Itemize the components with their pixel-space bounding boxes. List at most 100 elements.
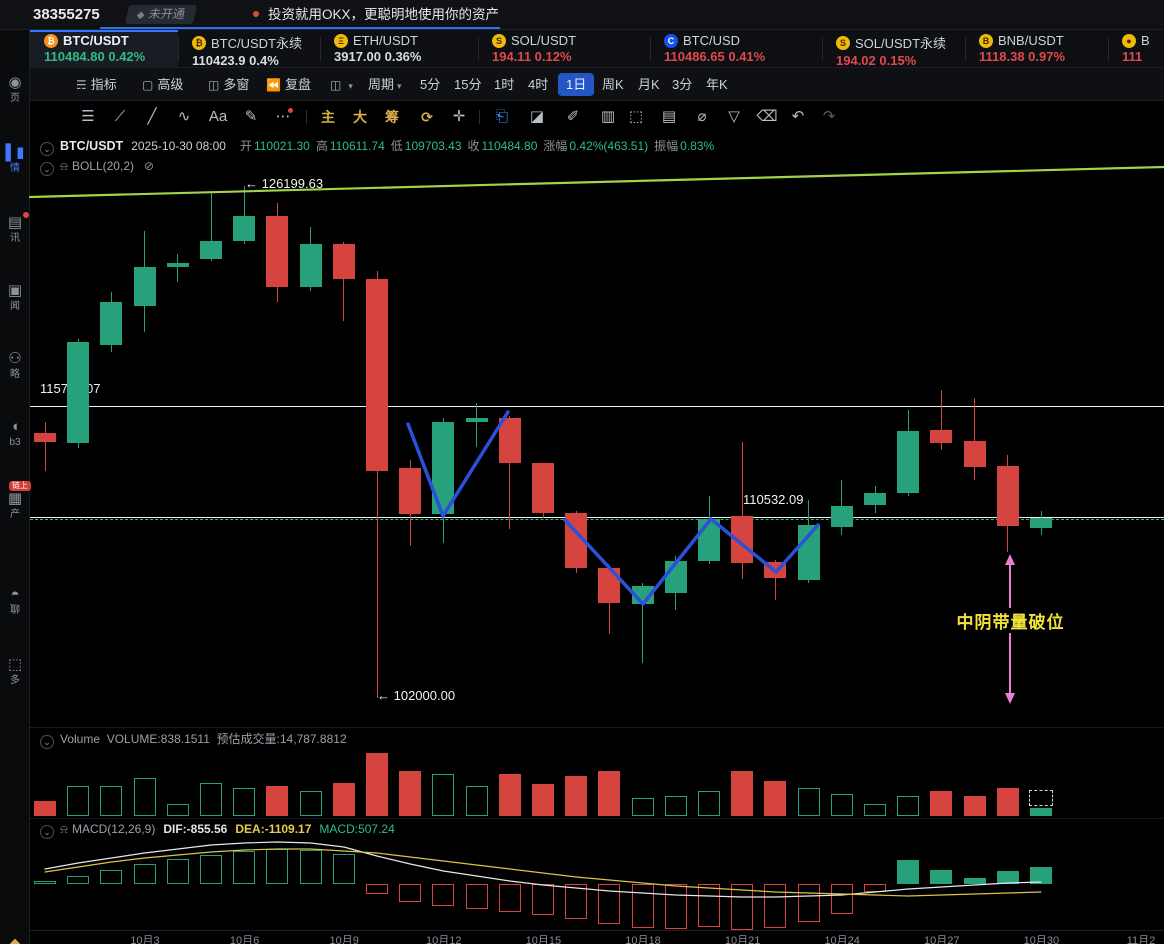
annotation-arrowhead-icon <box>1005 693 1015 704</box>
toolbar-月K[interactable]: 月K <box>638 68 660 101</box>
toolbar-1时[interactable]: 1时 <box>494 68 514 101</box>
dif-value: DIF:-855.56 <box>163 822 228 836</box>
toolbar-3分[interactable]: 3分 <box>672 68 692 101</box>
est-volume-value: 预估成交量:14,787.8812 <box>216 732 347 746</box>
sidebar-item-闻[interactable]: ▣ 闻 <box>0 282 30 313</box>
macd-histogram-bar <box>996 871 1019 884</box>
sidebar-item-多[interactable]: ⬚ 多 <box>0 656 30 687</box>
hide-eye-icon[interactable]: ⊘ <box>144 159 155 173</box>
macd-histogram-bar <box>864 884 886 892</box>
toolbar-candle-style-icon[interactable]: ◫ ▾ <box>330 68 353 101</box>
support-line[interactable] <box>30 517 1164 518</box>
sidebar-item-vip[interactable]: ◆ VIP <box>0 935 30 944</box>
sidebar-item-略[interactable]: ⚇ 略 <box>0 350 30 381</box>
candle-wick <box>376 270 378 698</box>
toolbar-周K[interactable]: 周K <box>602 68 624 101</box>
candle-body <box>598 568 621 604</box>
toolbar-4时[interactable]: 4时 <box>528 68 548 101</box>
collapse-chevron-icon[interactable]: ⌄ <box>40 142 54 156</box>
refresh-icon[interactable]: ⟳ <box>421 109 433 125</box>
toolbar-1日[interactable]: 1日 <box>558 73 595 96</box>
sidebar-item-label: b3 <box>9 437 21 448</box>
macd-histogram-bar <box>532 884 554 915</box>
note-icon[interactable]: ▤ <box>661 108 677 125</box>
macd-histogram-bar <box>133 864 156 884</box>
volume-bar <box>764 781 787 816</box>
toolbar-5分[interactable]: 5分 <box>420 68 440 101</box>
resistance-line[interactable] <box>30 406 1164 407</box>
volume-title: Volume <box>60 732 101 746</box>
pen-draw-icon[interactable]: ✐ <box>566 108 580 125</box>
sidebar-item-情[interactable]: ▌▮ 情 <box>0 144 30 175</box>
status-badge[interactable]: ◆ 未开通 <box>124 5 197 24</box>
pencil-icon[interactable]: ✎ <box>244 108 258 125</box>
chips-button[interactable]: 筹 <box>385 109 399 125</box>
main-chart-button[interactable]: 主 <box>321 109 335 125</box>
alert-bell-icon[interactable]: ⍾ <box>60 822 68 836</box>
tab-separator <box>1108 37 1109 61</box>
ticker-tab-BNB/USDT[interactable]: B BNB/USDT 1118.38 0.97% <box>965 30 1108 68</box>
low-label: 低 <box>390 139 403 153</box>
candle-body <box>897 430 920 494</box>
collapse-chevron-icon[interactable]: ⌄ <box>40 825 54 839</box>
open-value: 110021.30 <box>253 139 310 153</box>
ticker-tab-ETH/USDT[interactable]: Ξ ETH/USDT 3917.00 0.36% <box>320 30 478 68</box>
large-view-button[interactable]: 大 <box>353 109 367 125</box>
wave-icon[interactable]: ∿ <box>177 108 191 125</box>
cursor-icon[interactable]: ✛ <box>452 108 466 125</box>
line-icon[interactable]: ╱ <box>147 108 157 125</box>
sidebar-item-讯[interactable]: ▤ 讯 <box>0 212 30 245</box>
eraser-icon[interactable]: ◪ <box>529 108 545 125</box>
ticker-tab-SOL/USDT永续[interactable]: S SOL/USDT永续 194.02 0.15% <box>822 30 965 68</box>
ticker-tab-BTC/USDT永续[interactable]: ₿ BTC/USDT永续 110423.9 0.4% <box>178 30 320 68</box>
candle-body <box>731 515 754 564</box>
toolbar-指标[interactable]: ☴ 指标 <box>76 68 117 101</box>
promo-dot-icon <box>253 11 259 17</box>
alert-bell-icon[interactable]: ⍾ <box>60 159 68 173</box>
notification-dot-icon <box>288 108 293 113</box>
filter-icon[interactable]: ▽ <box>728 108 740 125</box>
candle-tool-icon[interactable]: ▥ <box>600 108 616 125</box>
ticker-tab-BTC/USD[interactable]: C BTC/USD 110486.65 0.41% <box>650 30 822 68</box>
collapse-chevron-icon[interactable]: ⌄ <box>40 735 54 749</box>
redo-icon[interactable]: ↷ <box>822 108 836 125</box>
candle-wick <box>243 186 245 244</box>
sidebar-item-聊[interactable]: ◓ 聊 <box>0 586 30 617</box>
web3-icon: ◖ <box>10 418 20 435</box>
sidebar-item-label: 讯 <box>10 233 20 244</box>
toolbar-15分[interactable]: 15分 <box>454 68 481 101</box>
toolbar-多窗[interactable]: ◫ 多窗 <box>208 68 249 101</box>
toolbar-周期[interactable]: 周期 ▾ <box>368 68 402 101</box>
trend-line-icon[interactable]: ⟋ <box>114 108 126 125</box>
ticker-tab-B[interactable]: ● B 111 <box>1108 30 1164 68</box>
macd-histogram-bar <box>34 881 56 884</box>
bookmark-icon[interactable]: ⎗ <box>495 108 508 125</box>
toolbar-label: 3分 <box>672 77 693 92</box>
undo-icon[interactable]: ↶ <box>791 108 805 125</box>
trash-icon[interactable]: ⌫ <box>756 108 778 125</box>
toolbar-高级[interactable]: ▢ 高级 <box>142 68 183 101</box>
volume-bar <box>797 788 820 816</box>
ticker-tab-BTC/USDT[interactable]: ₿ BTC/USDT 110484.80 0.42% <box>30 30 178 68</box>
collapse-chevron-icon[interactable]: ⌄ <box>40 162 54 176</box>
time-axis[interactable]: 10月3 10月6 10月9 10月12 10月15 10月18 10月21 10月24 10月… <box>30 930 1164 944</box>
menu-icon[interactable]: ☰ <box>81 108 95 125</box>
lock-icon[interactable]: ⬚ <box>628 108 644 125</box>
promo-text[interactable]: 投资就用OKX，更聪明地使用你的资产 <box>268 7 500 22</box>
more-tools-icon[interactable]: ⋯ <box>271 101 295 133</box>
sidebar-item-b3[interactable]: ◖ b3 <box>0 418 30 449</box>
sidebar-item-产[interactable]: ▦ 产 链上 <box>0 481 31 521</box>
sidebar-item-页[interactable]: ◉ 页 <box>0 74 30 105</box>
sol-coin-icon: S <box>836 35 850 50</box>
macd-histogram-bar <box>465 884 488 909</box>
macd-histogram-bar <box>897 860 920 884</box>
ticker-tab-SOL/USDT[interactable]: S SOL/USDT 194.11 0.12% <box>478 30 650 68</box>
text-icon[interactable]: Aa <box>208 108 228 125</box>
toolbar-复盘[interactable]: ⏪ 复盘 <box>266 68 311 101</box>
clip-icon[interactable]: ⌀ <box>697 108 707 125</box>
ticker-name: BTC/USD <box>683 33 741 48</box>
toolbar-年K[interactable]: 年K <box>706 68 728 101</box>
volume-bar <box>233 788 256 816</box>
candle-body <box>100 302 123 345</box>
active-page-underline <box>100 27 500 29</box>
